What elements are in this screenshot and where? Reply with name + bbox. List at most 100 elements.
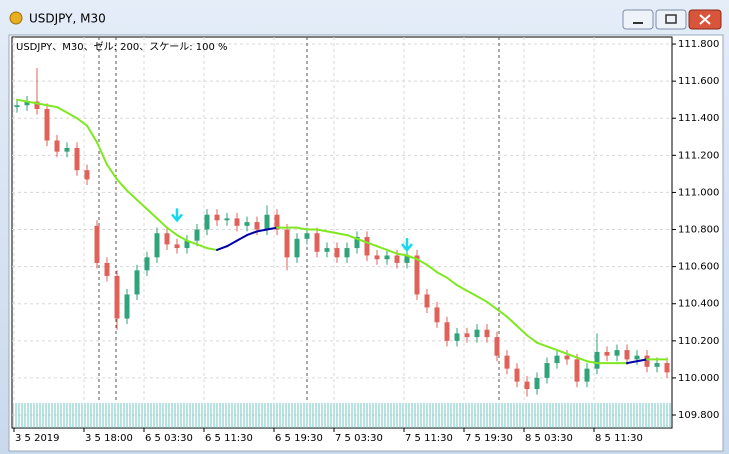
moving-average xyxy=(106,163,118,181)
moving-average xyxy=(216,245,228,251)
moving-average xyxy=(406,254,418,261)
candle-body xyxy=(344,248,350,258)
candle-body xyxy=(34,101,40,109)
candle-body xyxy=(334,248,340,258)
x-tick-label: 3 5 2019 xyxy=(15,433,60,444)
candle-body xyxy=(564,355,570,360)
y-tick-label: 111.600 xyxy=(678,76,719,87)
moving-average xyxy=(266,226,278,231)
moving-average xyxy=(136,198,148,211)
moving-average xyxy=(446,276,458,287)
candle-body xyxy=(304,233,310,239)
candle-body xyxy=(74,147,80,171)
candle-body xyxy=(464,333,470,338)
candle-body xyxy=(224,218,230,221)
maximize-icon xyxy=(665,14,677,24)
moving-average xyxy=(206,247,218,251)
window-buttons[interactable] xyxy=(622,9,722,30)
candle-body xyxy=(454,333,460,341)
minimize-button[interactable] xyxy=(622,9,654,30)
candle-body xyxy=(94,225,100,263)
moving-average xyxy=(16,98,28,103)
moving-average xyxy=(466,289,478,298)
candle-body xyxy=(544,363,550,378)
x-tick-label: 7 5 03:30 xyxy=(335,433,383,444)
candle-body xyxy=(554,355,560,364)
moving-average xyxy=(556,349,568,355)
moving-average xyxy=(156,217,168,229)
moving-average xyxy=(506,315,518,327)
x-tick-label: 6 5 11:30 xyxy=(205,433,253,444)
y-tick-label: 111.400 xyxy=(678,113,719,124)
candle-body xyxy=(514,368,520,382)
moving-average xyxy=(476,295,488,303)
y-tick-label: 110.400 xyxy=(678,299,719,310)
maximize-button[interactable] xyxy=(655,9,687,30)
candle-body xyxy=(384,255,390,260)
candle-body xyxy=(624,350,630,360)
candle-body xyxy=(644,355,650,367)
moving-average xyxy=(256,228,268,233)
candle-body xyxy=(164,233,170,245)
candle-body xyxy=(24,101,30,106)
y-tick-label: 110.800 xyxy=(678,225,719,236)
candle-body xyxy=(434,307,440,323)
candle-body xyxy=(534,377,540,390)
moving-average xyxy=(396,252,408,257)
moving-average xyxy=(366,241,378,248)
candle-body xyxy=(394,255,400,263)
moving-average xyxy=(86,124,98,144)
moving-average xyxy=(636,358,648,363)
candle-body xyxy=(64,147,70,152)
candle-body xyxy=(634,355,640,360)
moving-average xyxy=(26,100,38,105)
candle-body xyxy=(274,214,280,230)
moving-average xyxy=(566,352,578,359)
moving-average xyxy=(576,356,588,363)
moving-average xyxy=(326,230,338,235)
moving-average xyxy=(546,345,558,352)
candle-body xyxy=(204,214,210,230)
candle-body xyxy=(234,218,240,226)
candle-body xyxy=(504,355,510,369)
volume-band xyxy=(13,403,672,428)
moving-average xyxy=(36,102,48,107)
moving-average xyxy=(76,117,88,127)
x-tick-label: 6 5 19:30 xyxy=(275,433,323,444)
candle-body xyxy=(364,236,370,256)
candle-body xyxy=(174,244,180,249)
moving-average xyxy=(376,245,388,251)
candle-body xyxy=(294,238,300,258)
moving-average xyxy=(66,111,78,120)
moving-average xyxy=(96,141,108,166)
y-tick-label: 110.000 xyxy=(678,373,719,384)
moving-average xyxy=(296,226,308,231)
moving-average xyxy=(176,234,188,242)
candle-body xyxy=(124,294,130,319)
x-tick-label: 8 5 03:30 xyxy=(525,433,573,444)
candle-body xyxy=(604,351,610,356)
candle-body xyxy=(14,105,20,108)
moving-average xyxy=(416,258,428,266)
moving-average xyxy=(236,234,248,242)
candle-body xyxy=(284,229,290,258)
candle-body xyxy=(264,214,270,230)
moving-average xyxy=(56,106,68,114)
candle-body xyxy=(184,240,190,249)
candle-body xyxy=(524,381,530,390)
candle-body xyxy=(214,214,220,221)
candle-body xyxy=(494,337,500,356)
moving-average xyxy=(316,228,328,233)
candle-body xyxy=(404,255,410,263)
period-separators xyxy=(98,37,500,403)
signal-arrow xyxy=(171,208,183,223)
candle-body xyxy=(324,248,330,252)
candle-body xyxy=(484,329,490,338)
candle-body xyxy=(424,294,430,308)
candle-body xyxy=(444,322,450,341)
moving-average xyxy=(196,243,208,250)
moving-average xyxy=(486,300,498,311)
moving-average xyxy=(166,226,178,237)
